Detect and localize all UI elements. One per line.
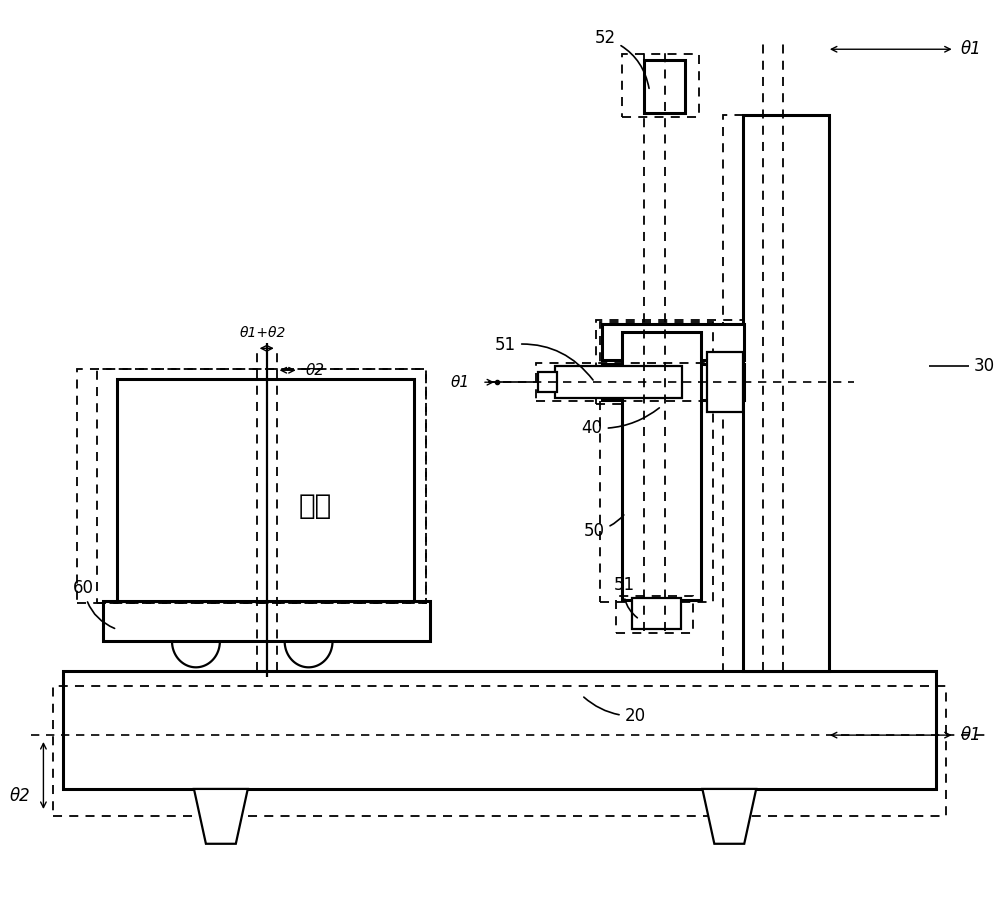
- Text: θ1: θ1: [961, 726, 981, 744]
- Polygon shape: [194, 789, 248, 844]
- Text: θ1+θ2: θ1+θ2: [240, 326, 286, 340]
- Bar: [600, 322, 713, 602]
- Bar: [117, 379, 414, 601]
- Bar: [707, 352, 743, 412]
- Text: 40: 40: [582, 408, 659, 437]
- Text: 工件: 工件: [299, 492, 332, 520]
- Bar: [596, 321, 744, 404]
- Text: 30: 30: [974, 357, 995, 375]
- Bar: [632, 597, 681, 629]
- Bar: [723, 115, 829, 672]
- Bar: [622, 332, 701, 600]
- Text: 51: 51: [614, 576, 637, 618]
- Bar: [616, 595, 693, 633]
- Bar: [602, 365, 744, 401]
- Bar: [538, 373, 557, 392]
- Bar: [536, 364, 707, 401]
- Text: θ2: θ2: [306, 363, 325, 378]
- Bar: [602, 324, 744, 360]
- Bar: [103, 601, 430, 641]
- Text: 51: 51: [495, 337, 593, 380]
- Text: 20: 20: [584, 697, 646, 726]
- Text: 52: 52: [595, 30, 649, 88]
- Bar: [555, 366, 682, 398]
- Bar: [743, 115, 829, 672]
- Bar: [644, 60, 685, 113]
- Bar: [622, 54, 699, 117]
- Bar: [53, 686, 946, 816]
- Text: θ1: θ1: [451, 374, 470, 390]
- Text: 50: 50: [584, 515, 624, 540]
- Text: θ1: θ1: [961, 40, 981, 58]
- Bar: [97, 369, 426, 603]
- Bar: [77, 369, 426, 603]
- Polygon shape: [702, 789, 756, 844]
- Text: 60: 60: [73, 578, 115, 629]
- Bar: [63, 672, 936, 789]
- Text: θ2: θ2: [10, 788, 30, 806]
